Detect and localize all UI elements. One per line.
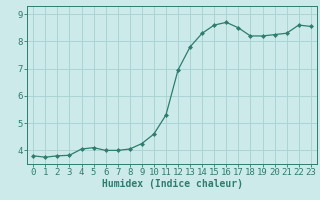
X-axis label: Humidex (Indice chaleur): Humidex (Indice chaleur): [101, 179, 243, 189]
